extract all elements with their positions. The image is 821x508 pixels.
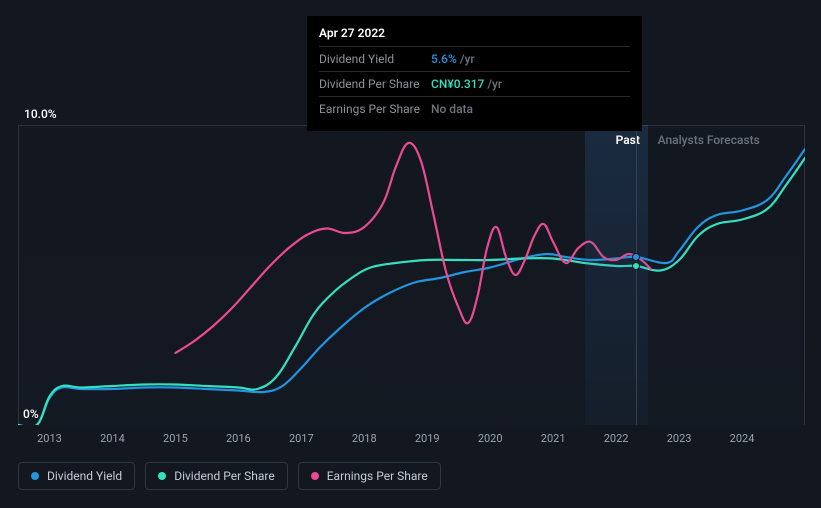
legend: Dividend Yield Dividend Per Share Earnings… <box>18 462 441 490</box>
series-line-dividend_per_share <box>18 158 805 425</box>
legend-label: Earnings Per Share <box>327 469 428 483</box>
legend-item-dividend_per_share[interactable]: Dividend Per Share <box>145 462 288 490</box>
x-tick-2022: 2022 <box>604 432 629 445</box>
analysts-forecasts-label: Analysts Forecasts <box>658 133 760 147</box>
series-line-dividend_yield <box>18 149 805 425</box>
tooltip-row: Dividend Per ShareCN¥0.317/yr <box>319 71 630 96</box>
y-axis-min-label: 0% <box>23 407 39 421</box>
x-tick-2024: 2024 <box>730 432 755 445</box>
x-tick-2018: 2018 <box>352 432 377 445</box>
hover-tooltip: Apr 27 2022 Dividend Yield5.6%/yrDividen… <box>307 16 642 131</box>
tooltip-key: Dividend Per Share <box>319 77 431 91</box>
series-line-earnings_per_share <box>175 143 650 353</box>
x-tick-2017: 2017 <box>289 432 314 445</box>
x-tick-2014: 2014 <box>100 432 125 445</box>
x-axis: 2013 2014 2015 2016 2017 2018 2019 2020 2021 2022… <box>18 432 805 452</box>
x-tick-2013: 2013 <box>37 432 62 445</box>
x-tick-2020: 2020 <box>478 432 503 445</box>
x-tick-2019: 2019 <box>415 432 440 445</box>
legend-label: Dividend Per Share <box>174 469 275 483</box>
tooltip-value: CN¥0.317/yr <box>431 77 502 91</box>
x-tick-2021: 2021 <box>541 432 566 445</box>
chart-series-svg <box>18 125 805 425</box>
tooltip-value: 5.6%/yr <box>431 52 475 66</box>
x-tick-2016: 2016 <box>226 432 251 445</box>
legend-item-earnings_per_share[interactable]: Earnings Per Share <box>298 462 441 490</box>
legend-swatch <box>31 472 39 480</box>
legend-item-dividend_yield[interactable]: Dividend Yield <box>18 462 135 490</box>
cursor-marker-dividend_per_share <box>632 262 640 270</box>
past-region-highlight <box>585 125 648 425</box>
tooltip-date: Apr 27 2022 <box>319 26 630 40</box>
tooltip-key: Dividend Yield <box>319 52 431 66</box>
legend-swatch <box>158 472 166 480</box>
tooltip-value: No data <box>431 102 476 116</box>
tooltip-unit: /yr <box>460 52 475 66</box>
x-tick-2015: 2015 <box>163 432 188 445</box>
tooltip-row: Dividend Yield5.6%/yr <box>319 46 630 71</box>
y-axis-max-label: 10.0% <box>24 107 57 121</box>
x-tick-2023: 2023 <box>667 432 692 445</box>
cursor-vertical-line <box>636 125 637 425</box>
legend-swatch <box>311 472 319 480</box>
chart-plot-area[interactable] <box>18 125 805 425</box>
tooltip-unit: /yr <box>487 77 502 91</box>
tooltip-key: Earnings Per Share <box>319 102 431 116</box>
tooltip-row: Earnings Per ShareNo data <box>319 96 630 121</box>
legend-label: Dividend Yield <box>47 469 122 483</box>
cursor-marker-dividend_yield <box>632 253 640 261</box>
